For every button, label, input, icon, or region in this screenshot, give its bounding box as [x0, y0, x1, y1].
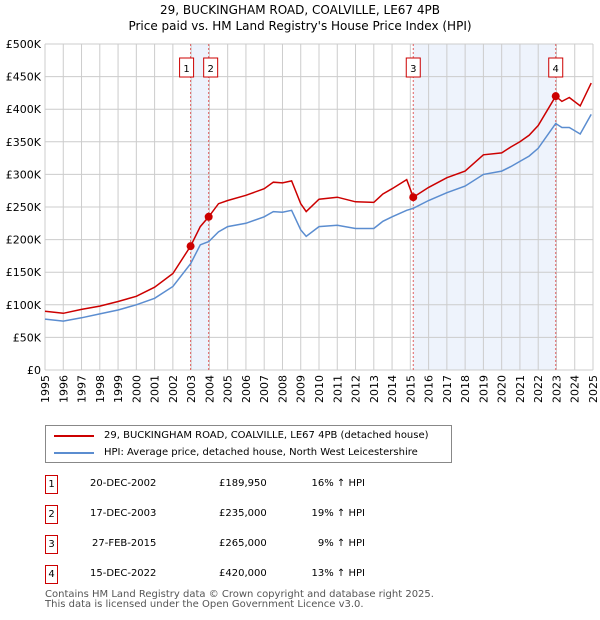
y-tick-label: £500K	[6, 38, 42, 51]
sale-point	[204, 212, 213, 221]
chart-subtitle: Price paid vs. HM Land Registry's House …	[128, 19, 471, 33]
x-tick-label: 2005	[222, 375, 235, 403]
y-tick-label: £100K	[6, 299, 42, 312]
x-tick-label: 2008	[276, 375, 289, 403]
x-tick-label: 2020	[496, 375, 509, 403]
x-tick-label: 2021	[514, 375, 527, 403]
price-chart: 29, BUCKINGHAM ROAD, COALVILLE, LE67 4PB…	[6, 3, 600, 403]
sale-row: 4 15-DEC-2022 £420,000 13% ↑ HPI	[45, 565, 465, 585]
x-tick-label: 2015	[404, 375, 417, 403]
sale-hpi-diff: 9% ↑ HPI	[317, 538, 365, 549]
x-tick-label: 2000	[130, 375, 143, 403]
sale-hpi-diff: 16% ↑ HPI	[311, 478, 365, 489]
legend-item-property: 29, BUCKINGHAM ROAD, COALVILLE, LE67 4PB…	[54, 430, 429, 441]
legend-swatch-red	[54, 434, 94, 437]
footer: Contains HM Land Registry data © Crown c…	[45, 590, 434, 610]
sale-badge-label: 1	[183, 64, 189, 75]
x-tick-label: 2002	[167, 375, 180, 403]
sale-badge: 4	[45, 565, 58, 584]
x-tick-label: 2006	[240, 375, 253, 403]
chart-legend: 29, BUCKINGHAM ROAD, COALVILLE, LE67 4PB…	[45, 425, 452, 463]
y-tick-label: £350K	[6, 136, 42, 149]
sale-badge: 1	[45, 475, 58, 494]
sale-date: 17-DEC-2003	[90, 508, 157, 519]
legend-label: 29, BUCKINGHAM ROAD, COALVILLE, LE67 4PB…	[104, 430, 429, 441]
x-tick-label: 2024	[569, 375, 582, 403]
legend-item-hpi: HPI: Average price, detached house, Nort…	[54, 447, 418, 458]
legend-swatch-blue	[54, 451, 94, 454]
x-tick-label: 2023	[550, 375, 563, 403]
x-tick-label: 2003	[185, 375, 198, 403]
x-tick-label: 2016	[423, 375, 436, 403]
x-tick-label: 2011	[331, 375, 344, 403]
y-tick-label: £300K	[6, 168, 42, 181]
sale-hpi-diff: 13% ↑ HPI	[311, 568, 365, 579]
chart-title: 29, BUCKINGHAM ROAD, COALVILLE, LE67 4PB	[160, 3, 440, 17]
sale-point	[551, 92, 560, 101]
x-tick-label: 1997	[76, 375, 89, 403]
y-tick-label: £200K	[6, 234, 42, 247]
sale-row: 1 20-DEC-2002 £189,950 16% ↑ HPI	[45, 475, 465, 495]
sale-row: 3 27-FEB-2015 £265,000 9% ↑ HPI	[45, 535, 465, 555]
x-tick-label: 2004	[203, 375, 216, 403]
x-tick-label: 2001	[149, 375, 162, 403]
x-tick-label: 2018	[459, 375, 472, 403]
sale-price: £420,000	[219, 568, 267, 579]
x-tick-label: 2022	[532, 375, 545, 403]
y-tick-label: £250K	[6, 201, 42, 214]
x-tick-label: 2010	[313, 375, 326, 403]
sale-date: 20-DEC-2002	[90, 478, 157, 489]
sale-point	[186, 242, 195, 251]
x-tick-label: 1998	[94, 375, 107, 403]
sale-hpi-diff: 19% ↑ HPI	[311, 508, 365, 519]
property-price-line	[44, 82, 592, 315]
x-tick-label: 1996	[57, 375, 70, 403]
footer-line-2: This data is licensed under the Open Gov…	[45, 599, 364, 610]
sale-row: 2 17-DEC-2003 £235,000 19% ↑ HPI	[45, 505, 465, 525]
x-tick-label: 2014	[386, 375, 399, 403]
sale-price: £235,000	[219, 508, 267, 519]
x-tick-label: 2007	[258, 375, 271, 403]
x-tick-label: 2013	[368, 375, 381, 403]
x-tick-label: 1995	[39, 375, 52, 403]
sale-badge: 3	[45, 535, 58, 554]
sale-point	[409, 193, 418, 202]
footer-line-1: Contains HM Land Registry data © Crown c…	[45, 589, 434, 600]
sale-date: 15-DEC-2022	[90, 568, 157, 579]
y-tick-label: £0	[27, 364, 41, 377]
y-tick-label: £50K	[13, 331, 42, 344]
sale-badge-box	[548, 57, 564, 78]
sale-date: 27-FEB-2015	[92, 538, 157, 549]
sale-badge-label: 3	[410, 64, 416, 75]
x-tick-label: 2012	[350, 375, 363, 403]
y-tick-label: £450K	[6, 71, 42, 84]
y-tick-label: £400K	[6, 103, 42, 116]
sale-price: £265,000	[219, 538, 267, 549]
sale-badge-label: 2	[207, 64, 213, 75]
x-tick-label: 1999	[112, 375, 125, 403]
sale-badge-box	[179, 57, 195, 78]
x-tick-label: 2019	[477, 375, 490, 403]
sale-badge-box	[405, 57, 421, 78]
sale-badge: 2	[45, 505, 58, 524]
x-tick-label: 2017	[441, 375, 454, 403]
sale-badge-label: 4	[553, 64, 559, 75]
x-tick-label: 2025	[587, 375, 600, 403]
hpi-line	[44, 114, 592, 322]
x-tick-label: 2009	[295, 375, 308, 403]
sale-badge-box	[203, 57, 219, 78]
sale-price: £189,950	[219, 478, 267, 489]
legend-label: HPI: Average price, detached house, Nort…	[104, 447, 418, 458]
y-tick-label: £150K	[6, 266, 42, 279]
